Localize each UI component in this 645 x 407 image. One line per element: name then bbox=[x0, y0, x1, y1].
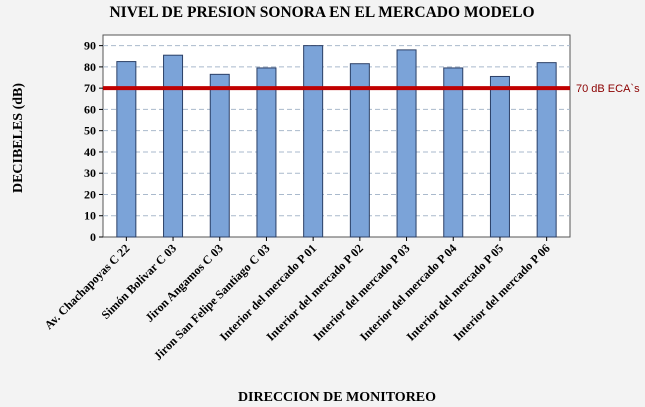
y-tick-label: 40 bbox=[84, 145, 96, 159]
y-tick-label: 30 bbox=[84, 166, 96, 180]
bars bbox=[116, 45, 557, 238]
y-axis: 0 10 20 30 40 50 60 70 80 90 bbox=[84, 39, 103, 244]
bar bbox=[303, 45, 324, 238]
y-tick-label: 60 bbox=[84, 102, 96, 116]
y-tick-label: 70 bbox=[84, 81, 96, 95]
bar bbox=[209, 73, 230, 238]
y-axis-title: DECIBELES (dB) bbox=[11, 83, 26, 193]
x-tick-label: Av. Chachapoyas C 22 bbox=[42, 241, 133, 332]
y-tick-label: 10 bbox=[84, 209, 96, 223]
x-tick-label: Interior del mercado P 06 bbox=[450, 241, 552, 343]
reference-line-label: 70 dB ECA`s bbox=[576, 83, 640, 95]
y-tick-label: 90 bbox=[84, 39, 96, 53]
y-tick-label: 80 bbox=[84, 60, 96, 74]
y-tick-label: 0 bbox=[90, 230, 96, 244]
y-tick-label: 50 bbox=[84, 124, 96, 138]
bar bbox=[256, 67, 277, 238]
bar bbox=[163, 54, 184, 238]
reference-line-group: 70 dB ECA`s bbox=[103, 83, 640, 95]
x-axis-title: DIRECCION DE MONITOREO bbox=[238, 390, 436, 405]
bar bbox=[396, 49, 417, 238]
y-tick-label: 20 bbox=[84, 187, 96, 201]
bar bbox=[443, 67, 464, 238]
chart-title: NIVEL DE PRESION SONORA EN EL MERCADO MO… bbox=[109, 4, 534, 21]
x-tick-label: Jiron Angamos C 03 bbox=[142, 241, 226, 325]
bar bbox=[489, 75, 510, 238]
